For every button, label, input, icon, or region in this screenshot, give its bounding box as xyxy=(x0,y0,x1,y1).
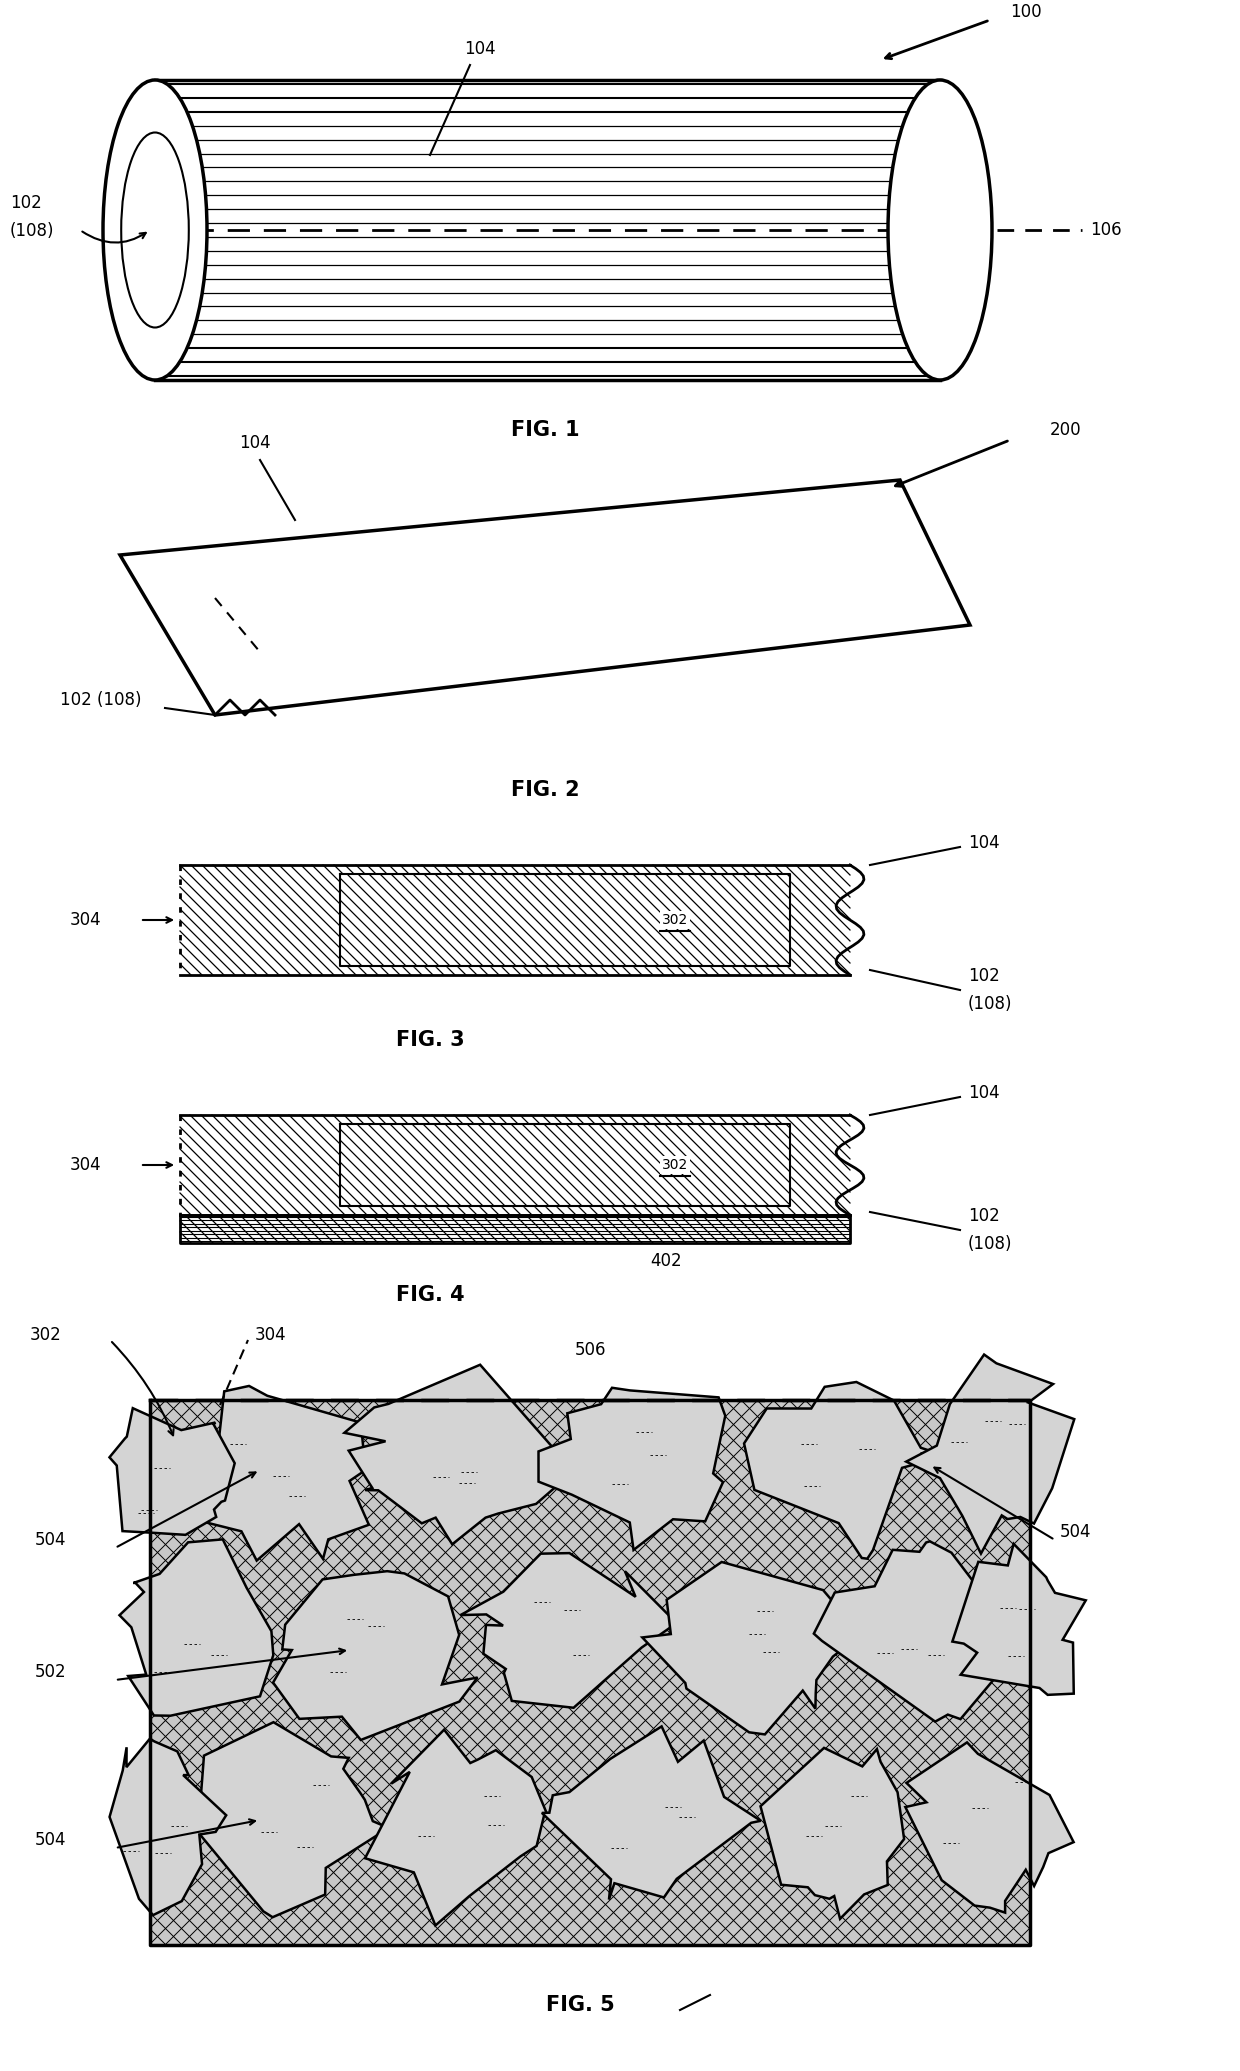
Polygon shape xyxy=(744,1381,941,1559)
Text: 402: 402 xyxy=(650,1253,682,1270)
Polygon shape xyxy=(460,1553,677,1709)
Polygon shape xyxy=(345,1365,574,1545)
Text: 304: 304 xyxy=(69,911,102,930)
Text: (108): (108) xyxy=(10,222,55,240)
Text: 304: 304 xyxy=(255,1325,286,1344)
Text: 302: 302 xyxy=(662,913,688,928)
Text: 102: 102 xyxy=(10,195,42,211)
Text: 102: 102 xyxy=(968,967,999,986)
Polygon shape xyxy=(760,1748,904,1920)
Text: FIG. 5: FIG. 5 xyxy=(546,1994,614,2015)
Bar xyxy=(155,81,940,379)
Text: 102 (108): 102 (108) xyxy=(60,692,141,708)
Polygon shape xyxy=(180,1723,384,1918)
Polygon shape xyxy=(538,1388,725,1549)
Text: 104: 104 xyxy=(968,835,999,851)
Text: 504: 504 xyxy=(35,1530,67,1549)
Polygon shape xyxy=(120,480,970,714)
Text: FIG. 4: FIG. 4 xyxy=(396,1284,464,1305)
Polygon shape xyxy=(119,1539,273,1715)
Text: 506: 506 xyxy=(574,1342,606,1359)
Ellipse shape xyxy=(888,81,992,379)
Polygon shape xyxy=(542,1727,761,1899)
Polygon shape xyxy=(642,1562,853,1733)
Polygon shape xyxy=(188,1385,368,1562)
Polygon shape xyxy=(109,1408,234,1535)
Text: 304: 304 xyxy=(69,1156,102,1174)
Text: (108): (108) xyxy=(968,994,1013,1013)
Text: 104: 104 xyxy=(239,435,270,451)
Polygon shape xyxy=(906,1354,1074,1553)
Text: 102: 102 xyxy=(968,1207,999,1226)
Text: 302: 302 xyxy=(30,1325,62,1344)
Text: FIG. 1: FIG. 1 xyxy=(511,420,579,439)
Polygon shape xyxy=(952,1543,1086,1694)
Polygon shape xyxy=(813,1541,1032,1721)
Polygon shape xyxy=(273,1572,477,1740)
Text: 504: 504 xyxy=(35,1831,67,1849)
Text: 106: 106 xyxy=(1090,222,1122,238)
Text: 104: 104 xyxy=(968,1083,999,1102)
Polygon shape xyxy=(365,1729,548,1926)
Text: FIG. 2: FIG. 2 xyxy=(511,781,579,799)
Text: 502: 502 xyxy=(35,1663,67,1682)
Ellipse shape xyxy=(103,81,207,379)
Polygon shape xyxy=(905,1742,1074,1914)
Text: 200: 200 xyxy=(1050,420,1081,439)
Polygon shape xyxy=(109,1740,226,1916)
Text: (108): (108) xyxy=(968,1234,1013,1253)
Text: 100: 100 xyxy=(1011,2,1042,21)
Text: 104: 104 xyxy=(464,39,496,58)
Text: 302: 302 xyxy=(662,1158,688,1172)
Text: FIG. 3: FIG. 3 xyxy=(396,1029,464,1050)
Text: 504: 504 xyxy=(1060,1522,1091,1541)
